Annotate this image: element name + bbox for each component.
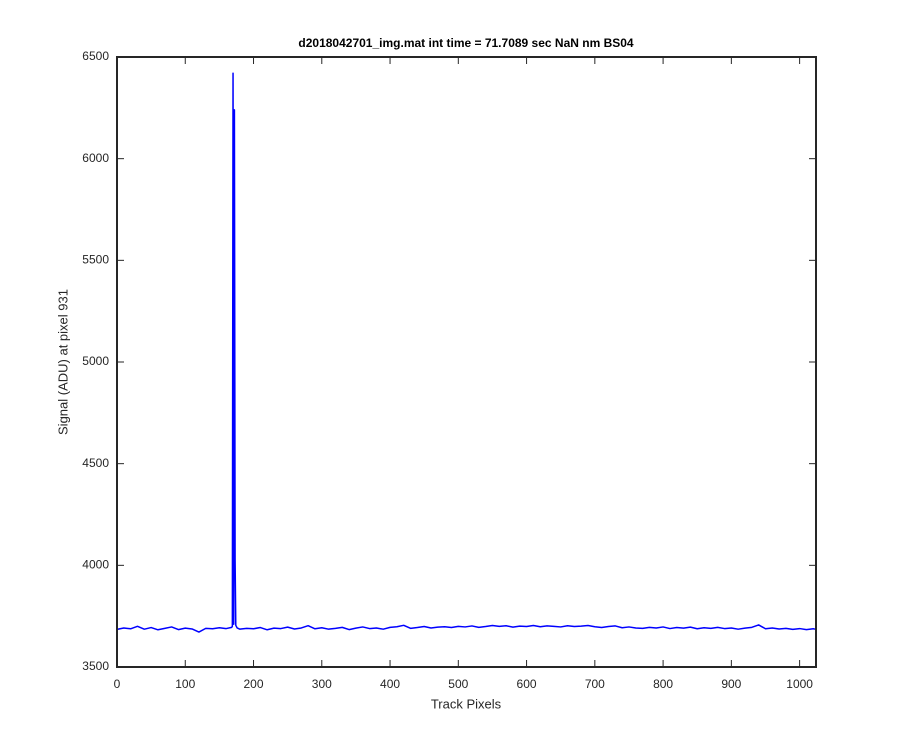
y-tick-label: 6500 <box>82 49 109 63</box>
x-tick-label: 100 <box>175 677 195 691</box>
chart-title: d2018042701_img.mat int time = 71.7089 s… <box>298 36 634 50</box>
x-tick-label: 300 <box>312 677 332 691</box>
y-tick-label: 5000 <box>82 354 109 368</box>
y-tick-label: 4000 <box>82 558 109 572</box>
y-tick-label: 5500 <box>82 253 109 267</box>
plot-area <box>117 57 816 667</box>
y-tick-label: 3500 <box>82 659 109 673</box>
x-tick-label: 200 <box>244 677 264 691</box>
y-axis-label: Signal (ADU) at pixel 931 <box>55 289 70 435</box>
y-tick-label: 4500 <box>82 456 109 470</box>
y-tick-label: 6000 <box>82 151 109 165</box>
x-tick-label: 400 <box>380 677 400 691</box>
data-line <box>116 72 816 633</box>
x-tick-label: 500 <box>448 677 468 691</box>
x-tick-label: 900 <box>721 677 741 691</box>
x-tick-label: 600 <box>517 677 537 691</box>
x-tick-label: 0 <box>114 677 121 691</box>
x-tick-label: 800 <box>653 677 673 691</box>
x-axis-label: Track Pixels <box>431 696 502 711</box>
x-tick-label: 700 <box>585 677 605 691</box>
x-tick-label: 1000 <box>786 677 813 691</box>
